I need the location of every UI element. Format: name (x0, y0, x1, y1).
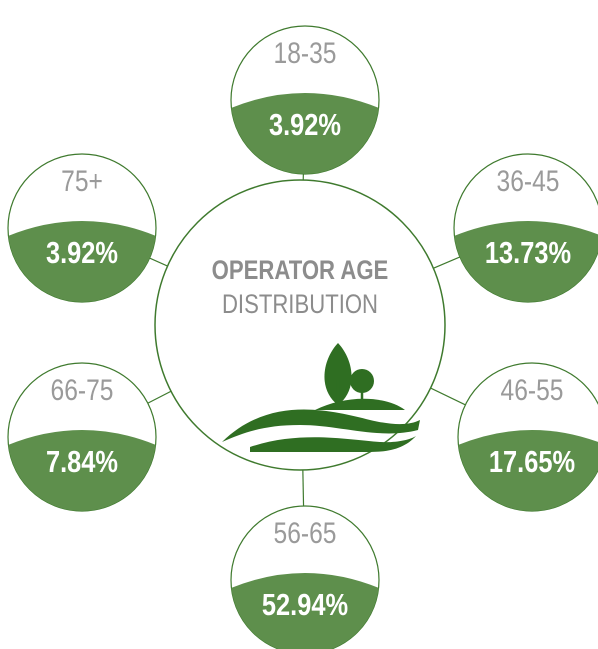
value-label: 3.92% (269, 108, 341, 143)
node: 18-35 3.92% (231, 26, 379, 174)
age-label: 18-35 (274, 36, 337, 70)
node: 66-75 7.84% (8, 363, 156, 511)
value-label: 52.94% (262, 588, 348, 623)
subtitle: DISTRIBUTION (222, 290, 378, 320)
infographic: OPERATOR AGE DISTRIBUTION 18-35 3.92% 36-4… (0, 0, 598, 649)
node: 36-45 13.73% (454, 154, 598, 302)
age-label: 75+ (61, 164, 103, 198)
age-label: 66-75 (51, 373, 114, 407)
value-label: 13.73% (485, 236, 571, 271)
age-label: 56-65 (274, 516, 337, 550)
value-label: 7.84% (46, 445, 118, 480)
title: OPERATOR AGE (212, 256, 389, 286)
age-label: 36-45 (497, 164, 560, 198)
node: 56-65 52.94% (231, 506, 379, 649)
node: 75+ 3.92% (8, 154, 156, 302)
age-label: 46-55 (501, 373, 564, 407)
node: 46-55 17.65% (458, 363, 598, 511)
value-label: 17.65% (489, 445, 575, 480)
value-label: 3.92% (46, 236, 118, 271)
